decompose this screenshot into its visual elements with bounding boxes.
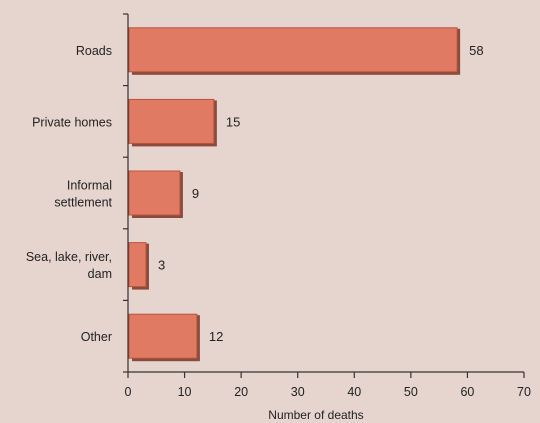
axes-group [123, 13, 525, 378]
bar [128, 242, 147, 288]
data-label: 9 [192, 186, 199, 201]
bar-shadow [132, 358, 200, 362]
category-label: Other [81, 330, 112, 344]
category-label: Informal settlement [54, 179, 112, 210]
bars-group [128, 27, 461, 362]
bar [128, 170, 181, 216]
bar-shadow [132, 143, 217, 147]
data-label: 58 [469, 43, 483, 58]
bar-shadow [132, 286, 149, 290]
bar-shadow [132, 71, 461, 75]
bar [128, 27, 458, 73]
x-tick-label: 30 [291, 385, 305, 399]
bar-shadow [144, 243, 149, 288]
x-tick-label: 50 [404, 385, 418, 399]
x-axis-title: Number of deaths [268, 408, 363, 422]
category-label: Sea, lake, river, dam [26, 250, 112, 281]
bar [128, 98, 215, 144]
x-tick-label: 0 [125, 385, 132, 399]
x-tick-label: 20 [234, 385, 248, 399]
bar-shadow [132, 215, 183, 218]
x-tick-label: 70 [517, 385, 531, 399]
x-tick-label: 10 [178, 385, 192, 399]
category-label: Private homes [32, 115, 112, 129]
data-label: 3 [158, 258, 165, 273]
category-label: Roads [76, 44, 112, 58]
bar-shadow [178, 172, 183, 216]
bar-shadow [195, 315, 200, 360]
bar-shadow [456, 28, 461, 73]
data-label: 15 [226, 114, 240, 129]
x-tick-label: 60 [460, 385, 474, 399]
labels-group: 58 Roads 15 Private homes 9 Informal settlemen… [26, 43, 531, 399]
x-tick-label: 40 [347, 385, 361, 399]
bar [128, 313, 198, 359]
data-label: 12 [209, 329, 223, 344]
bar-shadow [212, 100, 217, 145]
